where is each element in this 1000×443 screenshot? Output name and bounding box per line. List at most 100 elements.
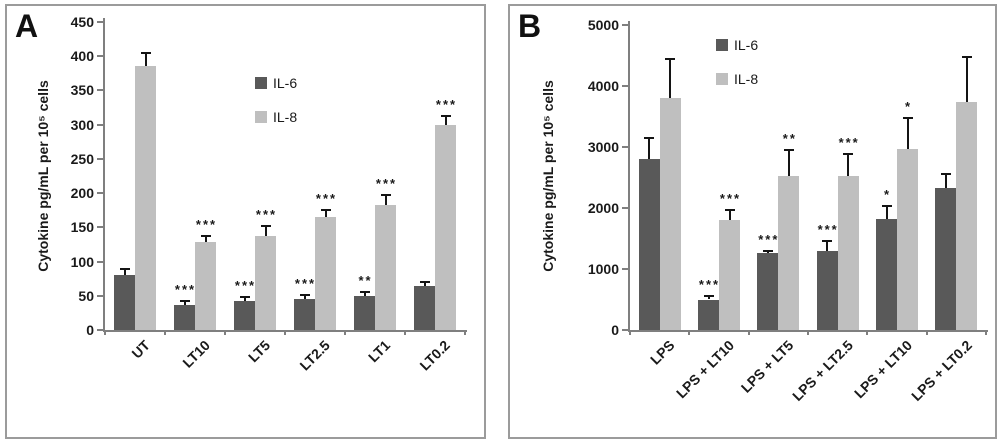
bar-il-6-LPS + LT5 [757, 252, 779, 330]
x-category-label-text: LT2.5 [296, 337, 334, 374]
legend-label-il8: IL-8 [273, 109, 298, 125]
error-bar [728, 209, 731, 221]
error-bar [707, 295, 710, 300]
error-bar-cap [140, 52, 151, 55]
error-bar-cap [419, 281, 430, 284]
error-bar [669, 58, 672, 99]
il8-swatch [255, 111, 267, 123]
y-tick-label: 3000 [587, 139, 619, 155]
y-tick-label: 50 [78, 287, 94, 304]
bar-il-8-LT1 [375, 204, 396, 330]
y-axis-line [103, 18, 105, 330]
error-bar-cap [783, 149, 794, 152]
x-tick [807, 330, 809, 335]
significance-stars: * [883, 187, 892, 203]
plot-area-b: 0 1000 2000 3000 4000 5000 LPS LPS + LT10 LPS + … [588, 17, 988, 404]
error-bar-cap [724, 208, 735, 211]
y-tick-label: 5000 [587, 17, 619, 33]
bar-il-8-LPS [659, 98, 681, 330]
y-tick [97, 123, 103, 126]
y-tick [622, 85, 628, 87]
y-tick [622, 146, 628, 148]
error-bar [906, 117, 909, 149]
error-bar [303, 295, 306, 300]
y-tick [97, 157, 103, 160]
bar-il-6-LPS + LT0.2 [935, 188, 957, 330]
il8-swatch [716, 73, 728, 85]
error-bar [264, 225, 267, 237]
bar-il-6-LT2.5 [294, 299, 315, 330]
bar-il-8-LT10 [195, 242, 216, 330]
legend-item-il6: IL-6 [255, 76, 297, 90]
bar-il-8-LPS + LT10 [719, 220, 740, 330]
il6-swatch [255, 77, 267, 89]
bar-il-8-LPS + LT5 [778, 175, 800, 330]
bar-il-8-LT0.2 [435, 124, 456, 330]
y-tick-label: 300 [70, 116, 94, 133]
bar-il-6-LPS + LT10 [698, 299, 719, 330]
error-bar-cap [119, 268, 130, 271]
bar-il-6-LT0.2 [414, 286, 435, 330]
error-bar-cap [179, 299, 190, 302]
bar-il-8-LPS + LT2.5 [837, 175, 859, 330]
significance-stars: *** [817, 221, 839, 237]
error-bar [363, 291, 366, 296]
error-bar-cap [762, 249, 773, 252]
significance-stars: *** [315, 190, 338, 206]
significance-stars: *** [294, 276, 317, 292]
y-axis-line [628, 21, 630, 330]
significance-stars: *** [698, 276, 721, 292]
error-bar-cap [239, 296, 250, 299]
error-bar [324, 209, 327, 218]
error-bar [204, 236, 207, 243]
error-bar [648, 137, 651, 160]
bar-il-6-LPS [638, 159, 660, 330]
error-bar-cap [320, 208, 331, 211]
panel-a-letter: A [15, 8, 39, 44]
x-category-label-text: LT1 [365, 337, 394, 366]
error-bar-cap [961, 55, 972, 58]
x-category-label-text: LPS + LT10 [673, 337, 738, 402]
y-tick [622, 268, 628, 270]
x-category-label-text: LPS + LT5 [737, 337, 797, 396]
error-bar-cap [822, 239, 833, 242]
panel-b-y-axis-title: Cytokine pg/mL per 10⁵ cells [540, 80, 556, 272]
error-bar-cap [260, 224, 271, 227]
x-category-label-text: LT5 [245, 337, 274, 366]
panel-b-letter: B [518, 8, 542, 44]
significance-stars: ** [358, 272, 373, 288]
error-bar-cap [902, 116, 913, 119]
significance-stars: *** [375, 176, 398, 192]
error-bar-cap [940, 173, 951, 176]
y-tick [622, 329, 628, 331]
error-bar-cap [665, 57, 676, 60]
x-tick [866, 330, 869, 335]
error-bar-cap [359, 290, 370, 293]
y-tick-label: 100 [70, 253, 94, 270]
x-tick [925, 330, 928, 335]
legend-item-il8: IL-8 [255, 110, 297, 124]
error-bar-cap [380, 194, 391, 197]
legend: IL-6 IL-8 [255, 76, 297, 124]
x-tick [688, 330, 691, 335]
significance-stars: *** [719, 190, 742, 206]
x-tick [164, 330, 166, 335]
bar-il-8-UT [135, 66, 156, 330]
x-tick [284, 330, 286, 335]
bar-il-8-LT5 [255, 236, 276, 330]
significance-stars: *** [234, 278, 257, 294]
error-bar [144, 53, 147, 67]
bar-il-6-LT5 [234, 301, 255, 330]
x-category-label-text: LPS + LT0.2 [907, 337, 975, 404]
x-category-label-text: LPS + LT2.5 [788, 337, 856, 404]
error-bar-cap [200, 235, 211, 238]
error-bar [847, 154, 850, 176]
x-tick [747, 330, 750, 335]
x-category-label-text: LT0.2 [416, 337, 454, 374]
bar-il-8-LPS + LT10 [897, 148, 918, 330]
legend-label-il6: IL-6 [273, 75, 298, 91]
panel-b: B Cytokine pg/mL per 10⁵ cells 0 1000 2000… [508, 4, 997, 439]
error-bar [885, 206, 888, 219]
plot-area-a: 0 50 100 150 200 250 300 350 400 450 UT LT10 LT5 LT2.… [71, 14, 467, 373]
bar-il-6-UT [114, 275, 135, 330]
